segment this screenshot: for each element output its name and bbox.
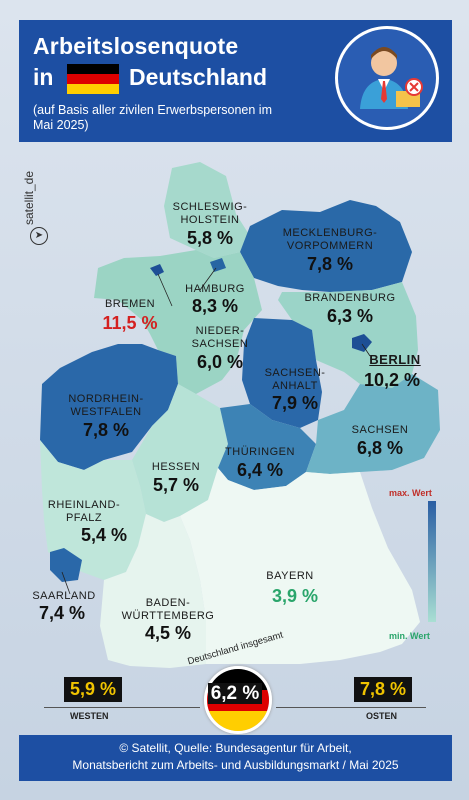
value-baden-wuerttemberg: 4,5 % — [144, 623, 192, 643]
navigation-arrow-icon: ➤ — [30, 227, 48, 245]
value-thueringen: 6,4 % — [236, 460, 284, 480]
legend-min-label: min. Wert — [389, 631, 430, 641]
region-thueringen — [218, 404, 316, 490]
east-arrow — [276, 707, 426, 708]
region-hessen — [132, 384, 228, 522]
region-brandenburg — [278, 282, 418, 388]
value-bremen: 11,5 % — [102, 313, 158, 333]
legend-max-label: max. Wert — [389, 488, 432, 498]
label-mecklenburg-vorpommern: MECKLENBURG- VORPOMMERN — [282, 227, 378, 252]
label-thueringen: THÜRINGEN — [225, 446, 295, 458]
footer-source: © Satellit, Quelle: Bundesagentur für Ar… — [19, 735, 452, 781]
value-hessen: 5,7 % — [152, 475, 200, 495]
footer-line-2: Monatsbericht zum Arbeits- und Ausbildun… — [72, 758, 399, 772]
label-hessen: HESSEN — [151, 461, 201, 473]
region-bremen — [150, 264, 164, 276]
value-berlin: 10,2 % — [363, 370, 421, 390]
region-berlin — [352, 334, 372, 352]
value-hamburg: 8,3 % — [191, 296, 239, 316]
west-arrow — [44, 707, 200, 708]
region-schleswig-holstein — [164, 162, 250, 258]
header-panel: Arbeitslosenquote in Deutschland (auf Ba… — [19, 20, 452, 142]
region-bayern — [180, 468, 420, 664]
label-niedersachsen: NIEDER- SACHSEN — [191, 325, 249, 350]
value-mecklenburg-vorpommern: 7,8 % — [306, 254, 354, 274]
label-brandenburg: BRANDENBURG — [304, 292, 396, 304]
value-niedersachsen: 6,0 % — [196, 352, 244, 372]
region-sachsen-anhalt — [242, 318, 322, 428]
value-nordrhein-westfalen: 7,8 % — [82, 420, 130, 440]
legend-color-scale — [428, 501, 436, 622]
germany-flag-icon — [67, 64, 119, 94]
region-nordrhein-westfalen — [40, 344, 178, 470]
value-saarland: 7,4 % — [38, 603, 86, 623]
value-sachsen-anhalt: 7,9 % — [271, 393, 319, 413]
region-hamburg — [210, 258, 226, 272]
national-value: 6,2 % — [201, 683, 269, 705]
title-line-2-suffix: Deutschland — [129, 64, 268, 90]
label-nordrhein-westfalen: NORDRHEIN- WESTFALEN — [68, 393, 144, 418]
east-label: OSTEN — [366, 711, 398, 721]
title-line-1: Arbeitslosenquote — [33, 33, 239, 59]
west-label: WESTEN — [70, 711, 109, 721]
national-value-text: 6,2 % — [207, 683, 263, 704]
label-rheinland-pfalz: RHEINLAND- PFALZ — [47, 499, 121, 524]
title-line-2-prefix: in — [33, 64, 54, 90]
businessman-icon — [335, 26, 439, 130]
label-sachsen-anhalt: SACHSEN- ANHALT — [264, 367, 326, 392]
label-sachsen: SACHSEN — [351, 424, 409, 436]
value-schleswig-holstein: 5,8 % — [186, 228, 234, 248]
west-value: 5,9 % — [64, 677, 123, 702]
label-bayern: BAYERN — [266, 570, 314, 582]
subtitle: (auf Basis aller zivilen Erwerbspersonen… — [33, 103, 272, 132]
label-berlin: BERLIN — [369, 352, 421, 367]
label-bremen: BREMEN — [104, 298, 156, 310]
label-baden-wuerttemberg: BADEN- WÜRTTEMBERG — [121, 597, 215, 622]
region-niedersachsen — [94, 250, 262, 394]
region-mecklenburg-vorpommern — [240, 200, 412, 292]
region-baden-wuerttemberg — [100, 514, 206, 668]
region-sachsen — [306, 374, 440, 474]
value-brandenburg: 6,3 % — [326, 306, 374, 326]
label-hamburg: HAMBURG — [185, 283, 245, 295]
label-schleswig-holstein: SCHLESWIG- HOLSTEIN — [172, 201, 248, 226]
region-saarland — [50, 548, 82, 582]
value-bayern: 3,9 % — [271, 586, 319, 606]
footer-line-1: © Satellit, Quelle: Bundesagentur für Ar… — [119, 741, 352, 755]
label-saarland: SAARLAND — [32, 590, 96, 602]
region-rheinland-pfalz — [40, 440, 146, 580]
value-rheinland-pfalz: 5,4 % — [80, 525, 128, 545]
east-value: 7,8 % — [354, 677, 413, 702]
value-sachsen: 6,8 % — [356, 438, 404, 458]
